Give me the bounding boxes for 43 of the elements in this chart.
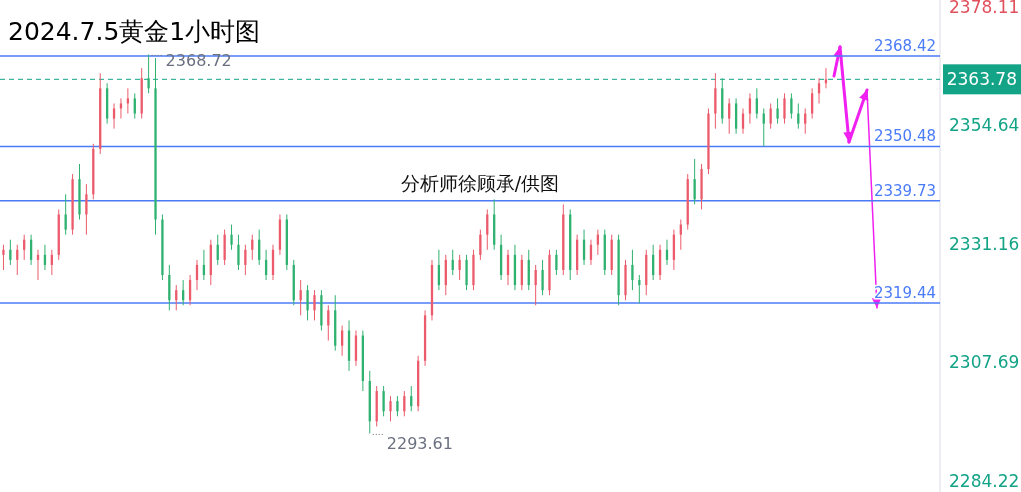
candlestick	[9, 239, 12, 266]
y-tick-label: 2284.22	[949, 470, 1020, 491]
candlestick	[133, 92, 136, 120]
candlestick	[85, 183, 88, 236]
candlestick	[755, 87, 758, 120]
text: 2024.7.5黄金1小时图	[8, 17, 261, 46]
y-tick-label: 2331.16	[949, 233, 1020, 254]
annotation: 分析师徐顾承/供图	[400, 172, 560, 194]
candlestick	[748, 92, 752, 125]
candlestick	[389, 395, 392, 422]
candlestick	[64, 193, 67, 236]
candlestick	[112, 102, 116, 130]
candlestick	[2, 244, 5, 271]
candlestick	[237, 234, 240, 271]
candlestick	[458, 254, 461, 281]
y-tick-label: 2307.69	[949, 352, 1020, 373]
candlestick	[244, 244, 247, 276]
y-tick-label: 2354.64	[949, 115, 1020, 136]
candlestick	[728, 97, 731, 135]
ref-line-label: 2339.73	[873, 181, 936, 200]
y-tick-label: 2378.11	[949, 0, 1020, 18]
ref-line-label: 2363.78	[946, 69, 1017, 90]
candlestick	[230, 224, 233, 251]
candlestick	[479, 229, 482, 261]
candlestick	[783, 92, 786, 125]
candlestick	[396, 395, 399, 417]
candlestick	[486, 208, 489, 251]
candlestick	[790, 92, 793, 120]
candlestick	[147, 53, 150, 94]
ref-line-label: 2350.48	[873, 127, 936, 146]
candlestick	[555, 249, 558, 276]
annotation: 2368.72	[165, 51, 232, 71]
candlestick	[306, 284, 309, 321]
annotation: 2293.61	[386, 434, 453, 454]
candlestick	[810, 87, 814, 120]
candlestick	[313, 289, 316, 321]
candlestick	[541, 259, 544, 296]
candlestick	[382, 385, 385, 417]
candlestick	[631, 249, 634, 291]
candlestick	[769, 102, 772, 130]
candlestick	[693, 158, 696, 205]
ref-line-label: 2368.42	[873, 36, 936, 55]
candlestick	[776, 97, 779, 125]
